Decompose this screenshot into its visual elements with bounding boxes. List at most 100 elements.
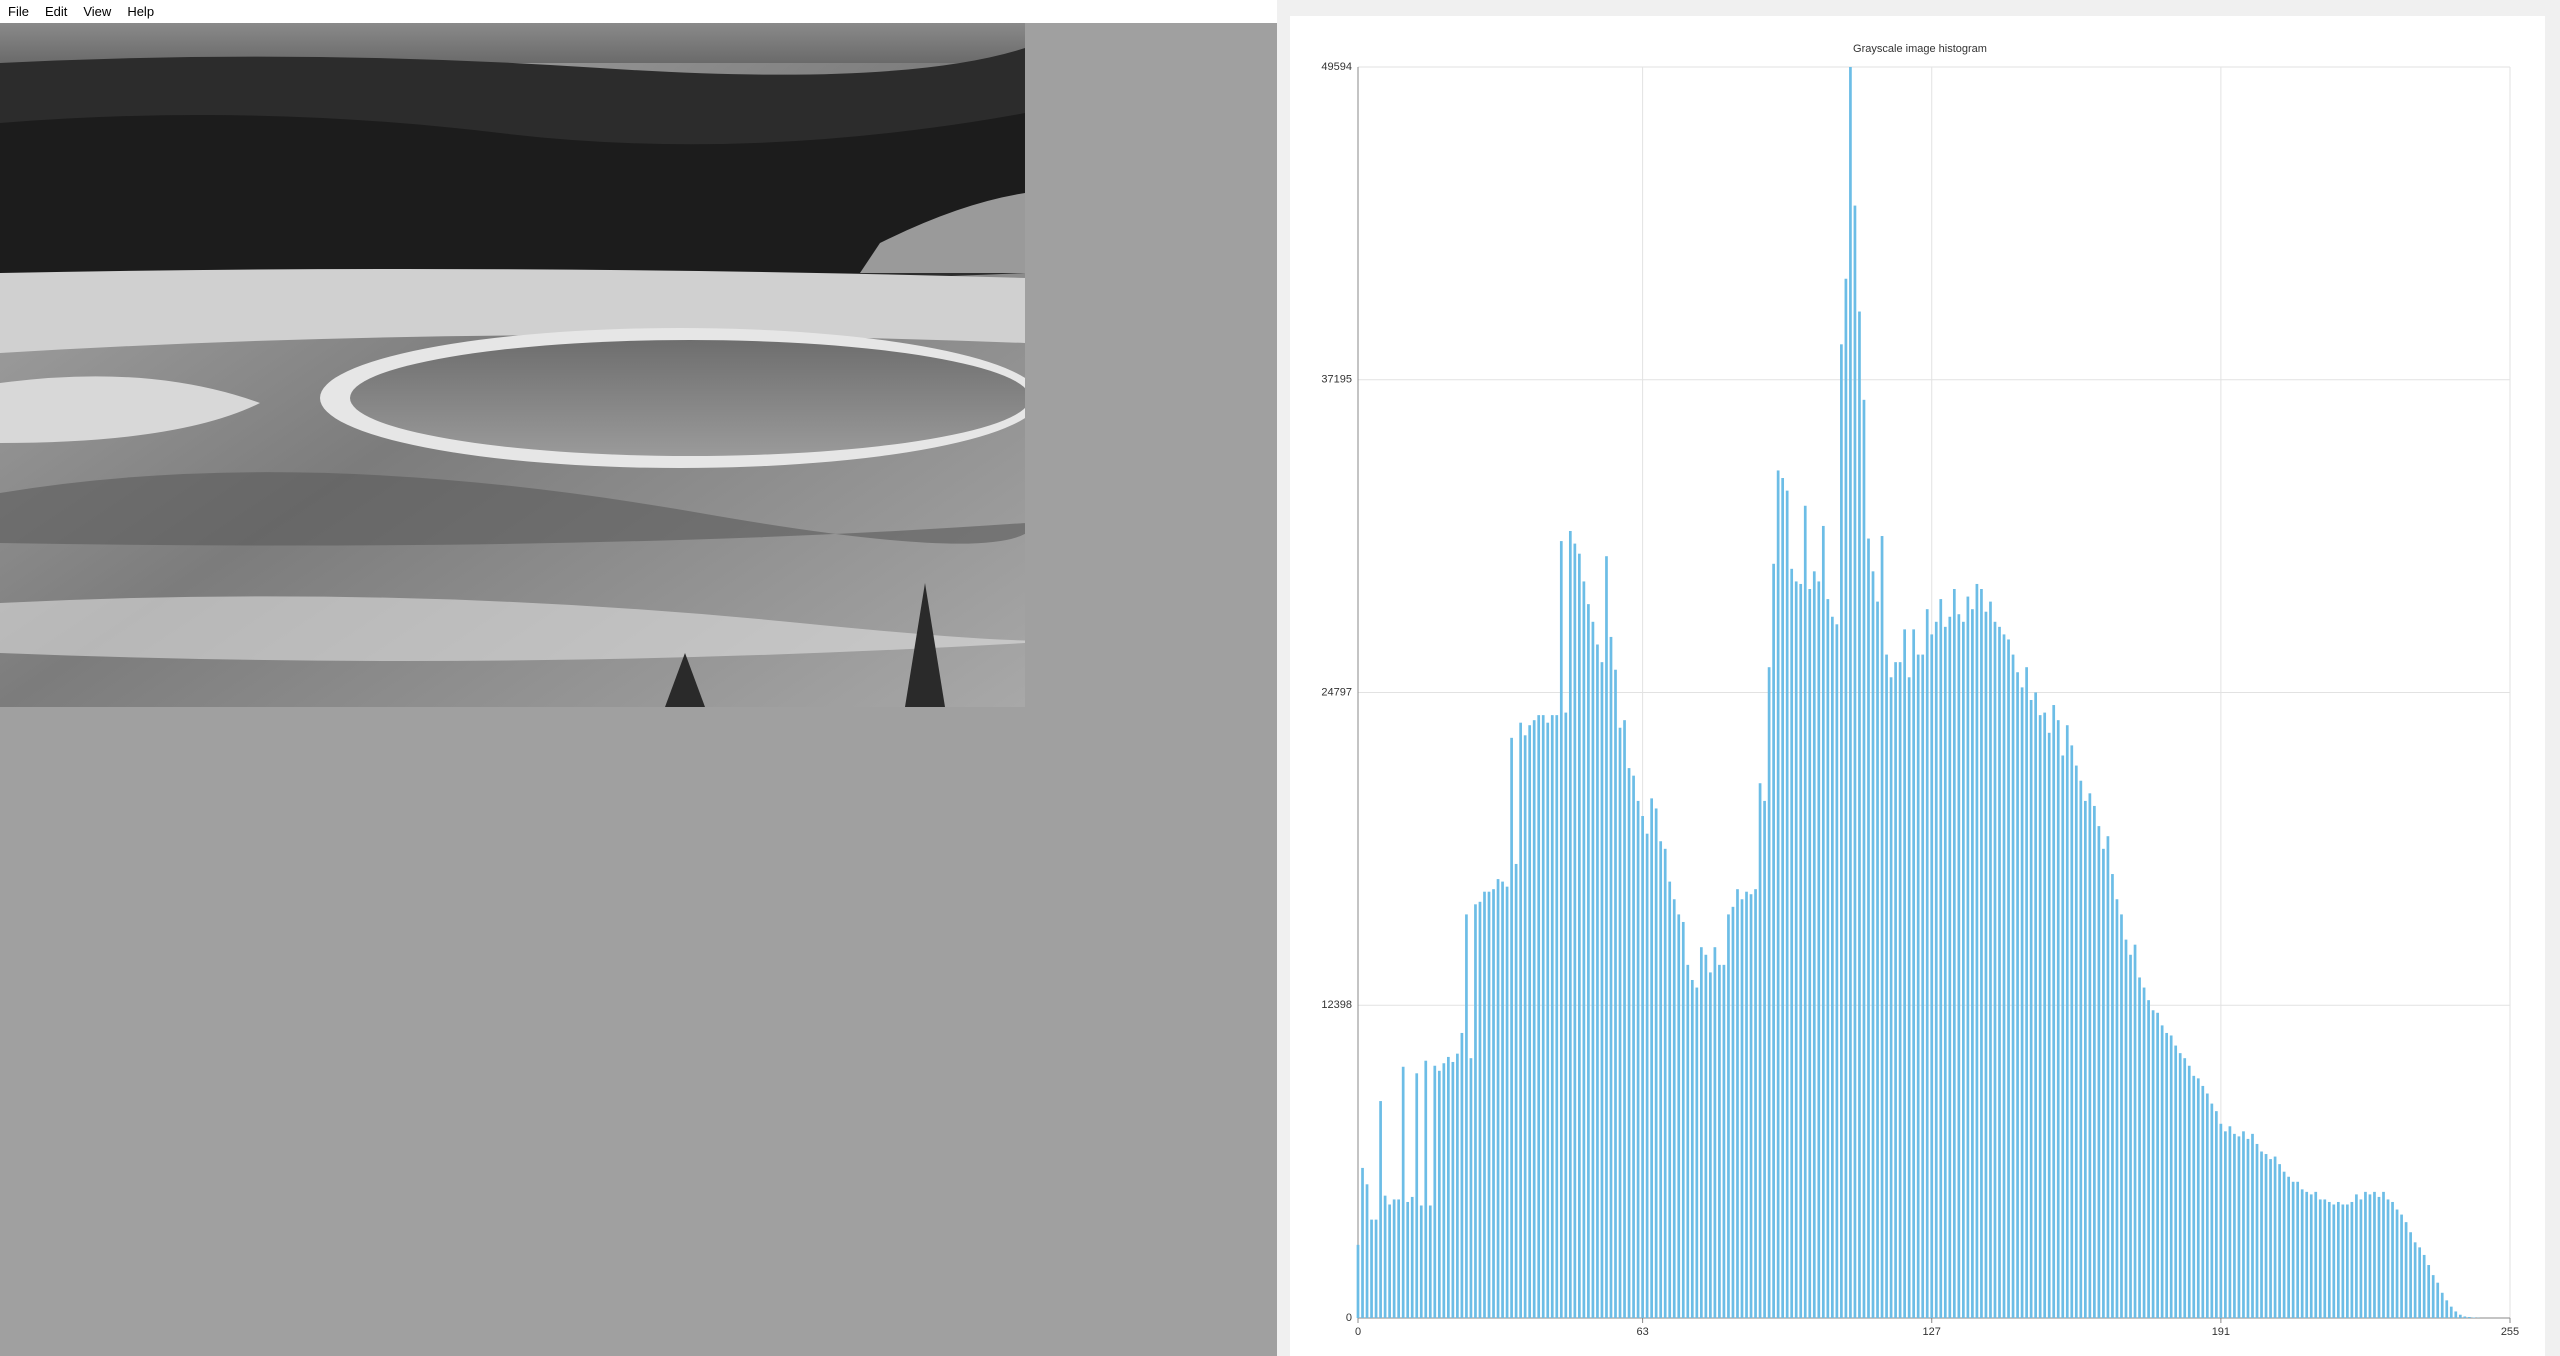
bar xyxy=(1894,662,1897,1318)
bar xyxy=(1627,768,1631,1318)
bar xyxy=(1912,629,1916,1318)
bar xyxy=(1523,735,1527,1318)
bar xyxy=(1415,1073,1419,1318)
bar xyxy=(1763,800,1766,1318)
bar xyxy=(1370,1219,1373,1318)
bar xyxy=(2151,1010,2155,1318)
bar xyxy=(1514,863,1518,1318)
bar xyxy=(1460,1032,1464,1318)
bar xyxy=(1483,891,1486,1318)
bar xyxy=(2079,780,2083,1318)
bar xyxy=(2052,705,2056,1318)
bar xyxy=(2178,1053,2182,1318)
bar xyxy=(1984,611,1988,1318)
bar xyxy=(1446,1056,1450,1318)
bar xyxy=(2093,805,2096,1318)
bar xyxy=(2056,720,2060,1318)
bar xyxy=(1867,538,1870,1318)
bar xyxy=(1686,964,1690,1318)
bar xyxy=(2156,1012,2159,1318)
histogram-panel: Grayscale image histogram 0 12398 24797 371… xyxy=(1277,0,2560,1356)
bar xyxy=(1943,626,1947,1318)
bar xyxy=(2210,1103,2214,1318)
bar xyxy=(2201,1085,2205,1318)
bar xyxy=(2115,899,2119,1318)
bar xyxy=(2147,1000,2150,1318)
bar xyxy=(2088,793,2092,1318)
bar xyxy=(1695,987,1699,1318)
bar xyxy=(2373,1191,2376,1318)
menu-item[interactable]: Help xyxy=(127,4,155,19)
bar xyxy=(2287,1176,2290,1318)
bar xyxy=(1962,621,1965,1318)
bar xyxy=(2187,1065,2191,1318)
bar xyxy=(1880,536,1884,1318)
bar xyxy=(2368,1194,2372,1318)
bar xyxy=(2282,1171,2286,1318)
bar xyxy=(1767,667,1771,1318)
bar xyxy=(1731,906,1735,1318)
bar xyxy=(1609,636,1613,1318)
bar xyxy=(1754,889,1757,1318)
bar xyxy=(2305,1191,2309,1318)
bar xyxy=(1374,1219,1378,1318)
bar xyxy=(2038,715,2042,1318)
bar xyxy=(1559,541,1563,1318)
bar xyxy=(1645,833,1649,1318)
bar xyxy=(2214,1111,2218,1318)
bar xyxy=(2341,1204,2345,1318)
chart-title: Grayscale image histogram xyxy=(1853,43,1987,55)
bar xyxy=(2169,1035,2173,1318)
menu-item[interactable]: File xyxy=(8,4,29,19)
bar xyxy=(2395,1209,2399,1318)
bar xyxy=(1410,1196,1414,1318)
bar xyxy=(2165,1032,2169,1318)
bar xyxy=(1772,563,1775,1318)
y-tick-label: 12398 xyxy=(1321,999,1352,1011)
bar xyxy=(1907,677,1911,1318)
bar xyxy=(1948,616,1952,1318)
bar xyxy=(1758,783,1762,1318)
bar xyxy=(2205,1093,2209,1318)
bar xyxy=(1397,1199,1401,1318)
bar xyxy=(1835,624,1839,1318)
bar xyxy=(2404,1222,2408,1318)
bar xyxy=(2016,672,2019,1318)
bar xyxy=(2400,1214,2403,1318)
bar xyxy=(1650,798,1654,1318)
bar xyxy=(2061,755,2065,1318)
bar xyxy=(2386,1199,2390,1318)
bar xyxy=(2346,1204,2349,1318)
bar xyxy=(1821,525,1825,1318)
bar xyxy=(1876,601,1879,1318)
bar xyxy=(1614,669,1617,1318)
bar xyxy=(1668,881,1672,1318)
bar xyxy=(2409,1232,2412,1318)
bar xyxy=(1966,596,1970,1318)
bar xyxy=(1776,470,1780,1318)
bar xyxy=(2314,1191,2318,1318)
bar xyxy=(2413,1242,2417,1318)
y-tick-label: 37195 xyxy=(1321,374,1352,386)
bar xyxy=(2431,1275,2435,1318)
bar xyxy=(1975,583,1979,1318)
bar xyxy=(1803,505,1807,1318)
bar xyxy=(1573,543,1577,1318)
bar xyxy=(2296,1181,2300,1318)
bar xyxy=(1663,848,1667,1318)
bar xyxy=(2007,639,2010,1318)
bar xyxy=(2355,1194,2358,1318)
bar xyxy=(2472,1317,2476,1318)
bar xyxy=(2120,914,2123,1318)
bar xyxy=(1740,899,1744,1318)
bar xyxy=(2129,954,2132,1318)
bar xyxy=(2364,1191,2367,1318)
bar xyxy=(1532,720,1536,1318)
bar xyxy=(2183,1058,2187,1318)
menu-item[interactable]: View xyxy=(83,4,112,19)
menu-item[interactable]: Edit xyxy=(44,4,68,19)
bar xyxy=(2025,667,2028,1318)
bar xyxy=(2083,800,2087,1318)
bar xyxy=(1736,889,1739,1318)
bar xyxy=(1578,553,1581,1318)
